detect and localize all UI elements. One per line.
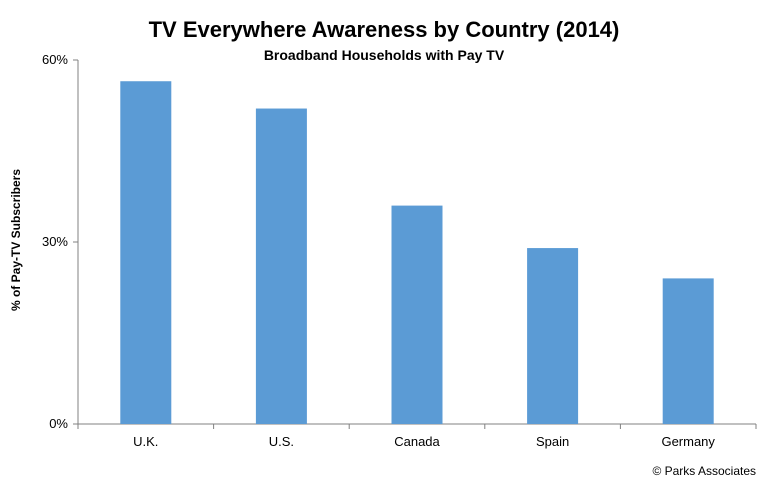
bar-uk	[120, 81, 172, 424]
copyright-text: © Parks Associates	[652, 464, 756, 478]
y-tick-label: 0%	[49, 416, 68, 431]
x-tick-label: Spain	[536, 434, 569, 449]
y-tick-label: 30%	[42, 234, 68, 249]
chart-subtitle: Broadband Households with Pay TV	[263, 47, 505, 63]
y-axis-label: % of Pay-TV Subscribers	[9, 168, 23, 312]
bar-spain	[527, 248, 579, 424]
bar-germany	[662, 278, 714, 424]
bar-us	[255, 108, 307, 425]
chart-title: TV Everywhere Awareness by Country (2014…	[148, 17, 620, 42]
bar-canada	[391, 205, 443, 424]
y-tick-label: 60%	[42, 52, 68, 67]
x-tick-label: Canada	[394, 434, 440, 449]
x-tick-label: U.S.	[269, 434, 294, 449]
x-tick-label: U.K.	[133, 434, 158, 449]
x-tick-label: Germany	[661, 434, 715, 449]
